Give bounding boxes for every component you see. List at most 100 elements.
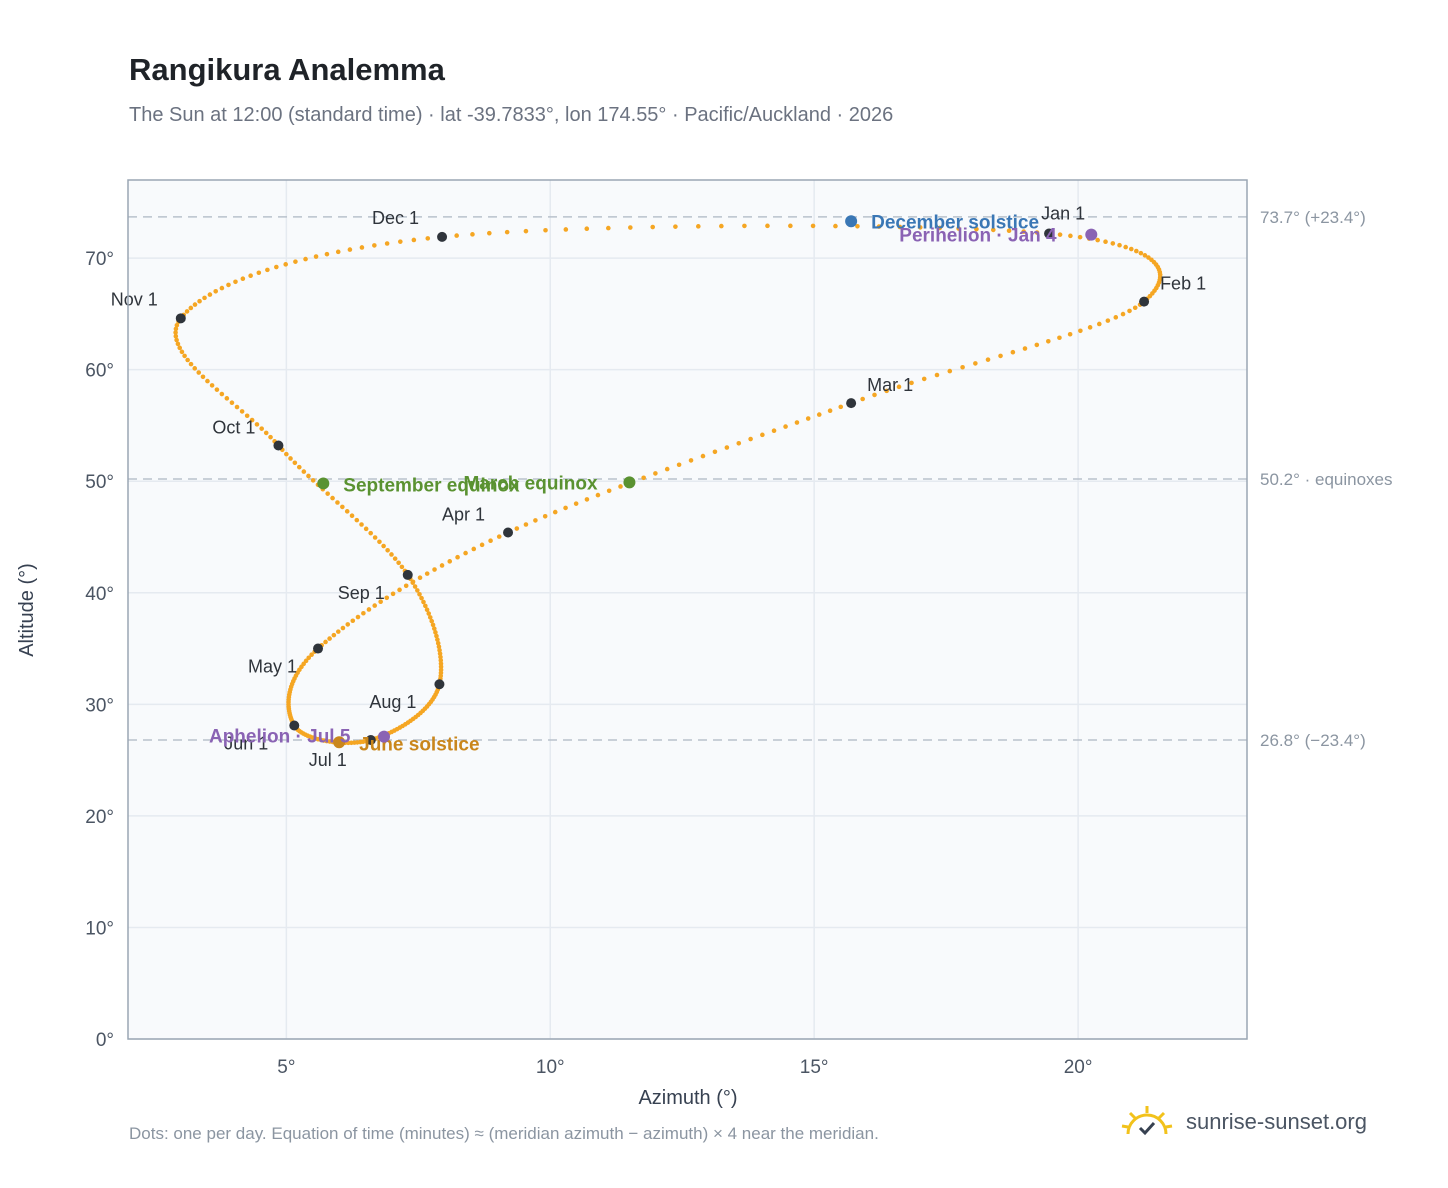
daily-sun-dot <box>921 376 927 382</box>
daily-sun-dot <box>188 361 194 367</box>
month-label: Nov 1 <box>111 289 158 309</box>
brand-name[interactable]: sunrise-sunset.org <box>1186 1109 1367 1134</box>
month-marker <box>289 720 300 731</box>
daily-sun-dot <box>366 607 372 612</box>
daily-sun-dot <box>794 420 800 425</box>
daily-sun-dot <box>331 632 337 638</box>
daily-sun-dot <box>378 599 383 604</box>
daily-sun-dot <box>985 357 991 362</box>
daily-sun-dot <box>335 249 341 255</box>
daily-sun-dot <box>234 404 240 410</box>
daily-sun-dot <box>1110 241 1116 246</box>
daily-sun-dot <box>288 456 293 461</box>
month-marker <box>1139 296 1150 307</box>
daily-sun-dot <box>229 400 235 406</box>
daily-sun-dot <box>389 552 394 557</box>
daily-sun-dot <box>196 370 202 375</box>
month-marker <box>846 398 857 409</box>
daily-sun-dot <box>175 341 181 347</box>
daily-sun-dot <box>1010 349 1016 355</box>
daily-sun-dot <box>435 640 441 646</box>
daily-sun-dot <box>712 449 718 455</box>
daily-sun-dot <box>424 607 430 613</box>
month-label: Sep 1 <box>338 583 385 603</box>
daily-sun-dot <box>455 554 460 560</box>
daily-sun-dot <box>417 591 422 597</box>
daily-sun-dot <box>872 392 877 398</box>
daily-sun-dot <box>805 416 811 421</box>
daily-sun-dot <box>372 243 377 248</box>
daily-sun-dot <box>330 495 335 501</box>
daily-sun-dot <box>309 652 314 658</box>
event-label: June solstice <box>359 734 479 755</box>
daily-sun-dot <box>471 546 477 552</box>
daily-sun-dot <box>514 526 520 531</box>
month-marker <box>437 231 448 242</box>
daily-sun-dot <box>1105 318 1111 323</box>
daily-sun-dot <box>523 228 529 234</box>
daily-sun-dot <box>350 618 356 624</box>
daily-sun-dot <box>1034 342 1040 348</box>
daily-sun-dot <box>310 478 316 483</box>
daily-sun-dot <box>359 245 365 250</box>
chart-title: Rangikura Analemma <box>129 52 445 87</box>
month-marker <box>503 527 514 538</box>
daily-sun-dot <box>435 637 440 642</box>
daily-sun-dot <box>1046 339 1051 344</box>
daily-sun-dot <box>174 337 179 343</box>
daily-sun-dot <box>606 488 612 494</box>
daily-sun-dot <box>573 501 579 506</box>
daily-sun-dot <box>244 413 250 419</box>
brand[interactable]: sunrise-sunset.org <box>1120 1102 1367 1142</box>
daily-sun-dot <box>543 227 548 233</box>
daily-sun-dot <box>438 654 443 660</box>
month-label: Jul 1 <box>309 750 347 770</box>
daily-sun-dot <box>354 517 360 523</box>
daily-sun-dot <box>233 279 238 285</box>
daily-sun-dot <box>860 396 865 402</box>
daily-sun-dot <box>265 267 270 273</box>
daily-sun-dot <box>368 530 374 536</box>
month-marker <box>402 569 413 580</box>
daily-sun-dot <box>974 226 979 232</box>
daily-sun-dot <box>296 464 302 470</box>
daily-sun-dot <box>1068 233 1073 239</box>
daily-sun-dot <box>909 380 914 386</box>
daily-sun-dot <box>488 538 493 544</box>
sun-logo-icon <box>1121 1106 1173 1136</box>
plot-area <box>128 180 1247 1039</box>
daily-sun-dot <box>429 618 435 624</box>
plot-frame <box>127 179 1248 1040</box>
daily-sun-dot <box>182 353 187 359</box>
daily-sun-dot <box>381 543 386 549</box>
month-label: Oct 1 <box>212 418 255 438</box>
daily-sun-dot <box>396 560 401 566</box>
daily-sun-dot <box>313 254 319 259</box>
daily-sun-dot <box>219 285 225 291</box>
daily-sun-dot <box>1006 228 1012 234</box>
x-tick-label: 10° <box>536 1057 565 1078</box>
daily-sun-dot <box>377 539 382 545</box>
daily-sun-dot <box>283 262 288 267</box>
event-marker <box>317 477 330 490</box>
daily-sun-dot <box>431 626 437 631</box>
daily-sun-dot <box>990 227 996 233</box>
daily-sun-dot <box>1117 242 1122 248</box>
daily-sun-dot <box>259 426 264 431</box>
reference-lines: 73.7° (+23.4°) 50.2° · equinoxes 26.8° (−2… <box>128 208 1393 750</box>
daily-sun-dot <box>205 378 210 384</box>
daily-sun-dot <box>410 580 416 585</box>
daily-sun-dot <box>355 614 361 620</box>
daily-sun-dot <box>417 575 423 581</box>
axis-tick-labels: 5° 10° 15° 20° 0° 10° 20° 30° 40° 50° 60° 70° <box>85 249 1092 1078</box>
daily-sun-dot <box>1034 230 1040 235</box>
daily-sun-dot <box>301 469 307 474</box>
daily-sun-dot <box>664 466 670 472</box>
event-marker <box>377 730 390 743</box>
daily-sun-dot <box>523 522 529 527</box>
daily-sun-dot <box>584 226 590 232</box>
daily-sun-dot <box>1021 229 1026 234</box>
month-marker <box>175 313 186 324</box>
daily-sun-dot <box>179 349 185 355</box>
daily-sun-dot <box>653 471 658 476</box>
